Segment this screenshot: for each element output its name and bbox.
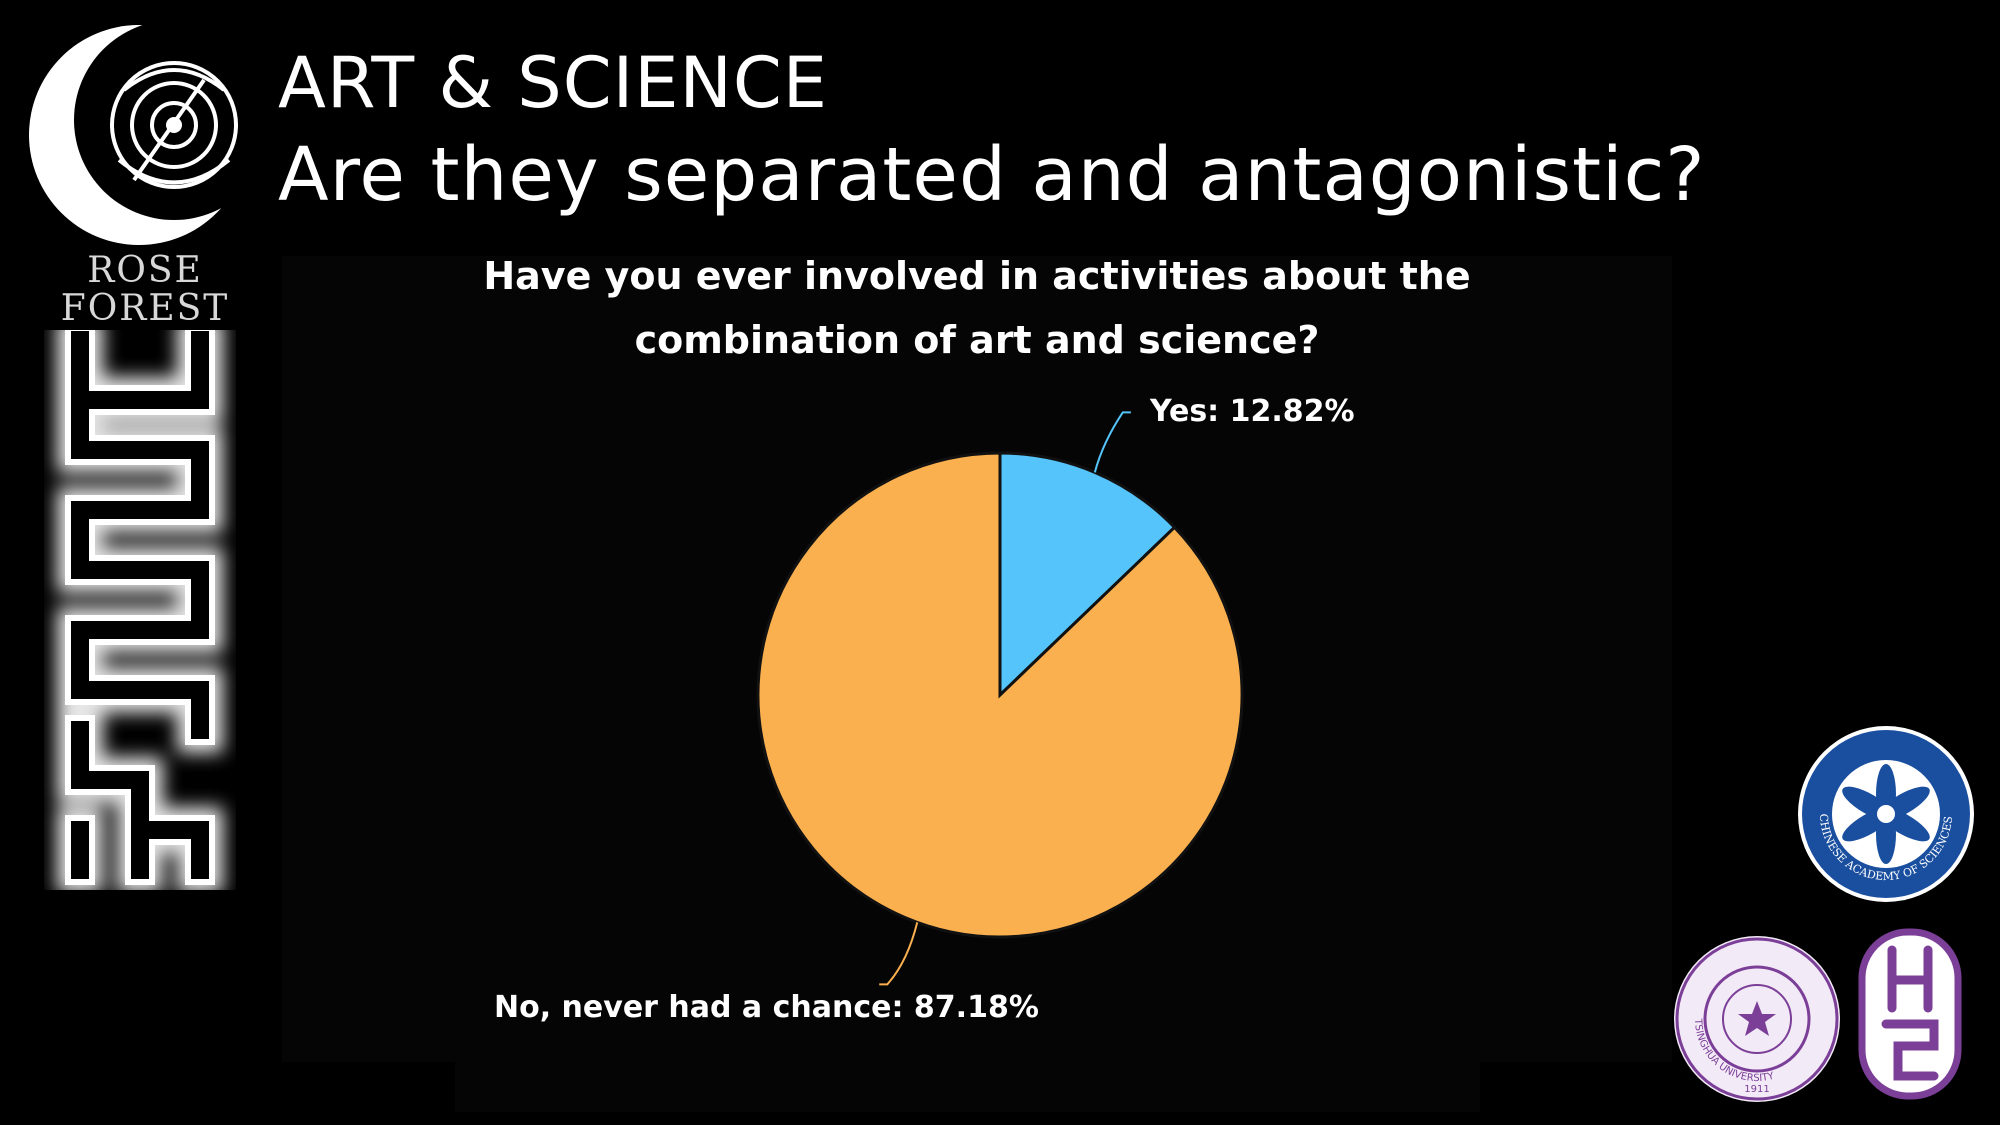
rose-forest-word2: FOREST — [60, 288, 230, 329]
leader-line-yes — [1093, 411, 1131, 473]
slice-label-no: No, never had a chance: 87.18% — [494, 990, 1039, 1025]
rose-forest-word1: ROSE — [87, 250, 203, 291]
chart-panel-extension — [455, 1062, 1480, 1112]
pie-slice-no — [756, 451, 1244, 939]
svg-text:1911: 1911 — [1744, 1084, 1769, 1095]
slide-title-line1: ART & SCIENCE — [278, 42, 828, 124]
lab-logo — [1858, 928, 1962, 1100]
slice-label-yes: Yes: 12.82% — [1150, 394, 1355, 429]
chart-title-line2: combination of art and science? — [634, 318, 1320, 362]
tsinghua-logo: TSINGHUA UNIVERSITY 1911 — [1674, 936, 1840, 1102]
leader-line-no — [879, 922, 919, 986]
rose-forest-glyph-logo — [57, 330, 223, 890]
rose-forest-emblem — [29, 20, 254, 245]
slide-title-line2: Are they separated and antagonistic? — [278, 132, 1706, 218]
cas-logo: CHINESE ACADEMY OF SCIENCES — [1798, 726, 1974, 902]
chart-title-line1: Have you ever involved in activities abo… — [483, 254, 1471, 298]
